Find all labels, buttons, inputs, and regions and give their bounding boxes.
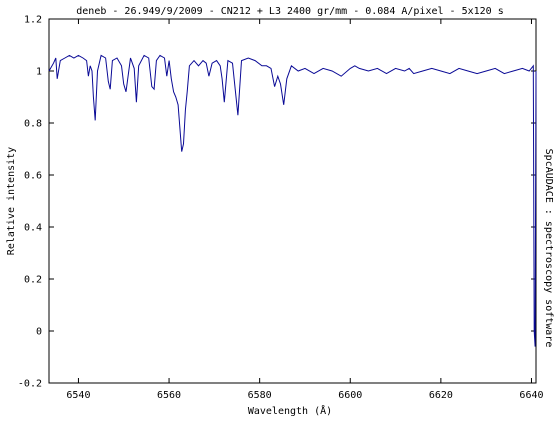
y-tick-label: 0: [36, 327, 42, 338]
spectrum-line: [48, 54, 537, 347]
y-tick-label: -0.2: [18, 379, 42, 390]
x-axis-label: Wavelength (Å): [248, 404, 332, 417]
x-tick-label: 6640: [519, 390, 543, 401]
chart-title: deneb - 26.949/9/2009 - CN212 + L3 2400 …: [76, 6, 503, 17]
y-tick-label: 1: [36, 67, 42, 78]
x-ticks: 6540 6560 6580 6600 6620 6640: [66, 19, 544, 401]
y-axis-label: Relative intensity: [6, 147, 17, 255]
side-label: SpcAUDACE : spectroscopy software: [543, 149, 554, 348]
y-ticks: 1.2 1 0.8 0.6 0.4 0.2 0 -0.2: [18, 15, 536, 390]
x-tick-label: 6600: [338, 390, 362, 401]
x-tick-label: 6580: [248, 390, 272, 401]
x-tick-label: 6620: [429, 390, 453, 401]
y-tick-label: 0.2: [24, 275, 42, 286]
y-tick-label: 0.8: [24, 119, 42, 130]
y-tick-label: 0.6: [24, 171, 42, 182]
x-tick-label: 6560: [157, 390, 181, 401]
x-tick-label: 6540: [66, 390, 90, 401]
y-tick-label: 0.4: [24, 223, 42, 234]
y-tick-label: 1.2: [24, 15, 42, 26]
